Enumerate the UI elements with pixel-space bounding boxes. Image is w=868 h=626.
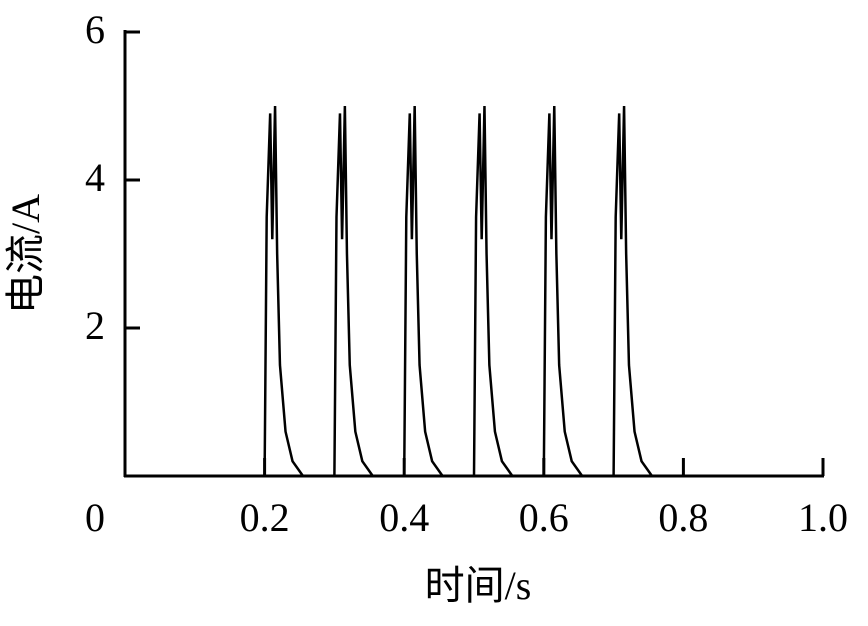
- y-tick-label: 6: [85, 7, 105, 52]
- x-tick-label: 0.8: [658, 495, 708, 540]
- current-line: [125, 105, 823, 478]
- y-tick-label: 2: [85, 303, 105, 348]
- y-axis-label: 电流/A: [3, 194, 48, 314]
- x-tick-label: 0.6: [519, 495, 569, 540]
- x-tick-label: 0.4: [379, 495, 429, 540]
- x-axis-label: 时间/s: [425, 563, 532, 608]
- y-tick-label: 4: [85, 155, 105, 200]
- x-tick-label: 1.0: [798, 495, 848, 540]
- x-tick-label: 0.2: [240, 495, 290, 540]
- x-tick-label: 0: [85, 495, 105, 540]
